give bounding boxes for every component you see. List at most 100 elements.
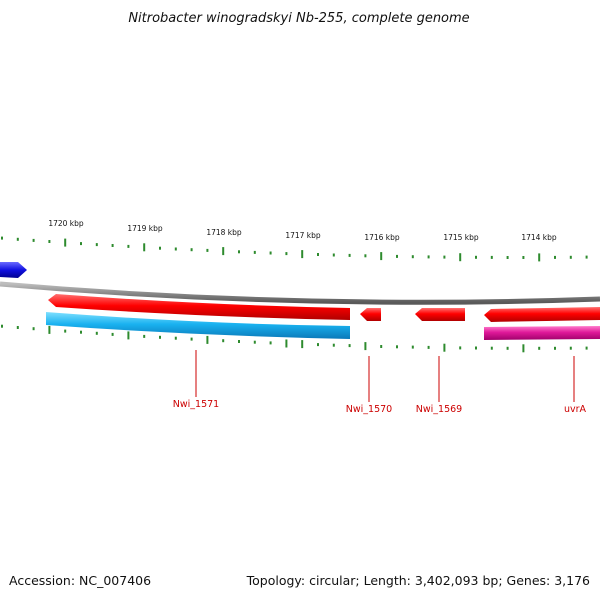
- inner-minor-tick: [332, 343, 335, 347]
- scale-labels: 1720 kbp 1719 kbp 1718 kbp 1717 kbp 1716…: [48, 219, 557, 242]
- inner-minor-tick: [253, 340, 256, 344]
- outer-minor-tick: [522, 256, 525, 259]
- outer-minor-tick: [253, 250, 256, 254]
- inner-minor-tick: [427, 345, 430, 349]
- genome-backbone: [0, 281, 600, 305]
- accession-text: Accession: NC_007406: [9, 573, 151, 588]
- gene-label-nwi-1569[interactable]: Nwi_1569: [416, 404, 462, 415]
- inner-major-tick: [364, 342, 367, 351]
- inner-minor-tick: [348, 344, 351, 348]
- outer-minor-tick: [285, 252, 288, 256]
- gene-arrow-left-partial[interactable]: [0, 262, 27, 278]
- gene-bar-nwi-1571-reverse[interactable]: [46, 312, 350, 339]
- outer-major-tick: [301, 250, 304, 259]
- outer-minor-tick: [411, 255, 414, 259]
- inner-major-tick: [301, 340, 304, 349]
- inner-minor-tick: [554, 346, 556, 350]
- outer-minor-tick: [48, 240, 51, 243]
- gene-label-nwi-1571[interactable]: Nwi_1571: [173, 399, 219, 410]
- inner-minor-tick: [80, 330, 82, 334]
- inner-major-tick: [522, 344, 525, 353]
- inner-minor-tick: [16, 326, 19, 329]
- inner-major-tick: [285, 339, 288, 348]
- outer-minor-tick: [206, 248, 209, 252]
- outer-minor-tick: [1, 236, 3, 240]
- outer-major-tick: [538, 253, 541, 262]
- gene-label-nwi-1570[interactable]: Nwi_1570: [346, 404, 392, 415]
- inner-minor-tick: [380, 345, 383, 348]
- outer-minor-tick: [238, 250, 240, 254]
- gene-label-uvra[interactable]: uvrA: [564, 404, 587, 415]
- inner-minor-tick: [396, 345, 398, 349]
- outer-minor-tick: [569, 255, 572, 259]
- genome-summary-text: Topology: circular; Length: 3,402,093 bp…: [246, 573, 590, 588]
- inner-minor-tick: [411, 345, 414, 349]
- outer-major-tick: [64, 238, 67, 247]
- inner-minor-tick: [111, 332, 114, 336]
- outer-major-tick: [222, 247, 225, 256]
- inner-major-tick: [48, 325, 51, 334]
- inner-major-tick: [206, 335, 209, 344]
- scale-label-1714: 1714 kbp: [521, 233, 557, 242]
- outer-minor-tick: [317, 253, 319, 256]
- inner-minor-tick: [475, 346, 477, 350]
- outer-minor-tick: [269, 251, 272, 255]
- outer-minor-tick: [111, 244, 114, 247]
- inner-minor-tick: [95, 331, 98, 335]
- outer-major-tick: [380, 252, 383, 261]
- outer-minor-tick: [348, 253, 351, 257]
- scale-label-1719: 1719 kbp: [127, 224, 163, 233]
- outer-minor-tick: [159, 246, 161, 250]
- scale-label-1720: 1720 kbp: [48, 219, 84, 228]
- gene-bar-uvra-reverse[interactable]: [484, 326, 600, 340]
- inner-minor-tick: [585, 346, 588, 350]
- inner-minor-tick: [269, 341, 272, 345]
- inner-minor-tick: [222, 339, 225, 343]
- scale-label-1715: 1715 kbp: [443, 233, 479, 242]
- outer-major-tick: [459, 253, 462, 262]
- gene-arrow-uvra[interactable]: [484, 307, 600, 322]
- scale-label-1716: 1716 kbp: [364, 233, 400, 242]
- inner-minor-tick: [238, 340, 240, 343]
- outer-minor-tick: [332, 253, 335, 257]
- scale-ticks-inner: [1, 324, 588, 353]
- inner-major-tick: [443, 343, 446, 352]
- outer-minor-tick: [396, 254, 398, 258]
- outer-minor-tick: [585, 255, 588, 259]
- outer-minor-tick: [95, 243, 98, 247]
- inner-minor-tick: [490, 346, 493, 350]
- outer-minor-tick: [174, 247, 177, 251]
- scale-label-1717: 1717 kbp: [285, 231, 321, 240]
- outer-minor-tick: [490, 255, 493, 259]
- outer-minor-tick: [364, 254, 367, 258]
- outer-minor-tick: [443, 255, 446, 259]
- outer-major-tick: [143, 243, 146, 252]
- inner-minor-tick: [317, 343, 319, 347]
- outer-minor-tick: [16, 237, 19, 241]
- inner-minor-tick: [459, 346, 462, 350]
- map-title: Nitrobacter winogradskyi Nb-255, complet…: [128, 11, 469, 26]
- inner-minor-tick: [1, 324, 3, 328]
- inner-minor-tick: [159, 335, 161, 339]
- inner-minor-tick: [506, 346, 509, 350]
- outer-minor-tick: [427, 255, 430, 259]
- inner-major-tick: [127, 331, 130, 340]
- gene-arrow-nwi-1569[interactable]: [415, 308, 465, 321]
- outer-minor-tick: [32, 238, 35, 242]
- outer-minor-tick: [80, 242, 82, 246]
- gene-arrow-nwi-1571[interactable]: [48, 294, 350, 320]
- inner-minor-tick: [569, 346, 572, 350]
- inner-minor-tick: [538, 346, 541, 350]
- gene-arrow-nwi-1570[interactable]: [360, 308, 381, 321]
- scale-ticks-outer: [1, 236, 588, 262]
- inner-minor-tick: [64, 329, 67, 333]
- outer-minor-tick: [554, 255, 556, 259]
- outer-minor-tick: [190, 248, 193, 252]
- outer-minor-tick: [475, 255, 477, 259]
- inner-minor-tick: [143, 334, 146, 338]
- inner-minor-tick: [174, 336, 177, 340]
- inner-minor-tick: [190, 337, 193, 341]
- inner-minor-tick: [32, 327, 35, 331]
- outer-minor-tick: [127, 244, 130, 248]
